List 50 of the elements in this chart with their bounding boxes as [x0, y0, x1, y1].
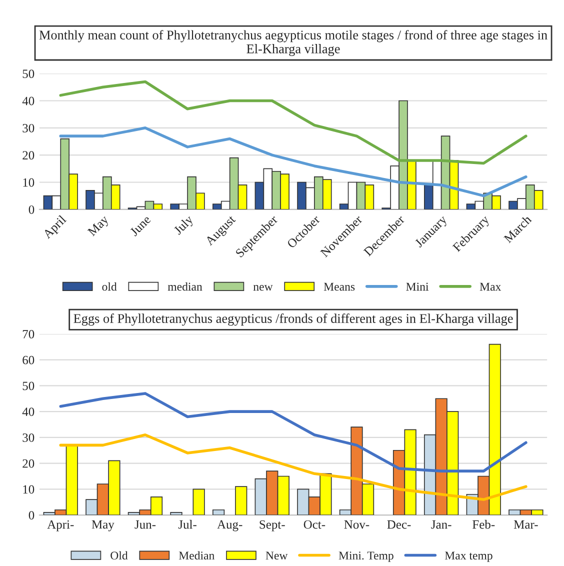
x-tick-label: Aug- [217, 520, 242, 532]
legend-label: Means [324, 282, 355, 291]
legend-label: New [266, 552, 288, 560]
legend-label: new [253, 285, 273, 291]
y-tick-label: 50 [22, 382, 34, 390]
legend-label: Max temp [444, 552, 492, 562]
legend-label: Old [110, 551, 128, 560]
y-tick-label: 10 [23, 178, 34, 187]
line-series [59, 433, 528, 501]
y-tick-label: 20 [22, 459, 34, 468]
x-tick-label: Dec- [387, 520, 411, 529]
legend-label: median [168, 282, 202, 291]
bar [235, 486, 248, 516]
legend-label: old [102, 282, 117, 291]
y-tick-label: 0 [28, 205, 34, 214]
y-tick-label: 20 [22, 151, 34, 160]
x-tick-label: Jun- [134, 520, 156, 529]
line-series [59, 80, 528, 165]
x-tick-label: Apri- [47, 520, 74, 532]
x-tick-label: July [172, 214, 196, 237]
y-tick-label: 0 [28, 511, 34, 520]
x-tick-label: Jul- [178, 520, 196, 529]
y-tick-label: 50 [22, 70, 34, 78]
x-tick-label: Mar- [514, 520, 538, 529]
legend-label: Mini [406, 282, 429, 291]
y-tick-label: 60 [22, 356, 34, 364]
y-tick-label: 40 [22, 96, 34, 106]
x-tick-label: Jan- [431, 520, 452, 529]
bar [212, 509, 225, 516]
legend-label: Mini. Temp [338, 552, 394, 562]
x-tick-label: Feb- [472, 520, 495, 529]
line-series [59, 126, 528, 198]
y-tick-label: 30 [22, 124, 34, 132]
y-tick-label: 40 [22, 408, 34, 416]
y-tick-label: 70 [22, 330, 34, 338]
bar [170, 512, 182, 516]
x-tick-label: Sept- [260, 520, 285, 532]
x-tick-label: Nov- [344, 520, 370, 529]
legend-label: Max [480, 282, 502, 291]
y-tick-label: 30 [22, 433, 34, 442]
x-tick-label: June [130, 214, 152, 237]
chart-title: Monthly mean count of Phyllotetranychus aegypticus motile stages / frond of three age stages in El-Kharga village [39, 30, 548, 56]
x-tick-label: May [92, 520, 114, 532]
chart-title: Eggs of Phyllotetranychus aegypticus /fronds of different ages in El-Kharga village [74, 314, 513, 326]
legend-label: Median [178, 551, 214, 560]
line-series [59, 392, 528, 472]
x-tick-label: May [87, 214, 111, 238]
x-tick-label: Oct- [304, 520, 326, 529]
bar [192, 488, 205, 516]
y-tick-label: 10 [23, 485, 34, 494]
